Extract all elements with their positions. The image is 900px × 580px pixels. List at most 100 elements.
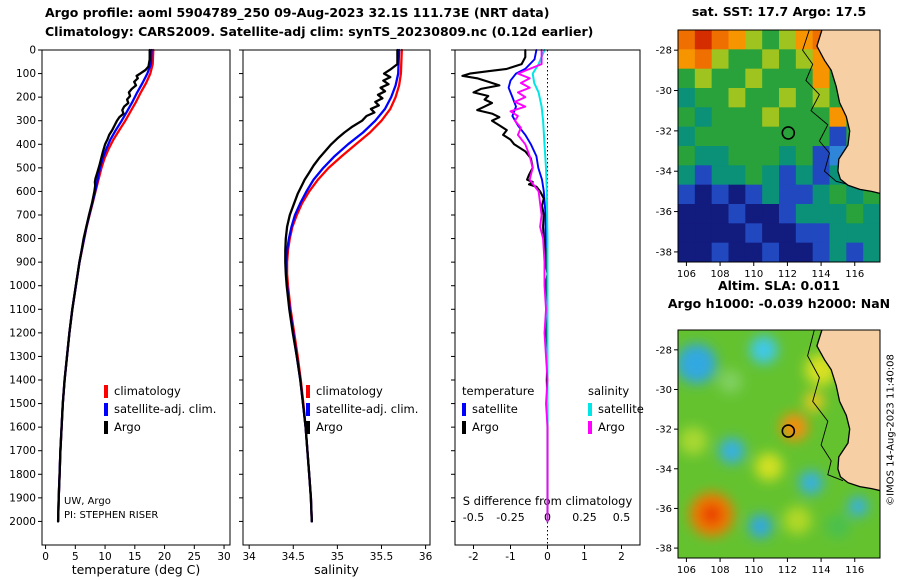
svg-text:1600: 1600 [9, 422, 36, 434]
station-note-line1: UW, Argo [64, 496, 111, 507]
satellite-clim-swatch [104, 402, 108, 416]
legend-entry-s-argo: Argo [588, 420, 625, 434]
svg-text:0: 0 [544, 551, 551, 563]
sst-map-title: sat. SST: 17.7 Argo: 17.5 [691, 4, 867, 19]
legend-label: satellite-adj. clim. [114, 402, 217, 416]
svg-text:-32: -32 [656, 425, 672, 436]
svg-text:-34: -34 [656, 464, 672, 475]
svg-text:116: 116 [845, 565, 864, 576]
svg-text:110: 110 [744, 269, 763, 280]
svg-text:34.5: 34.5 [282, 551, 305, 563]
svg-text:1: 1 [581, 551, 588, 563]
svg-text:1500: 1500 [9, 398, 36, 410]
svg-text:108: 108 [711, 269, 730, 280]
salinity-axis-label: salinity [314, 562, 359, 577]
svg-text:112: 112 [778, 565, 797, 576]
svg-text:-28: -28 [656, 46, 672, 57]
svg-text:10: 10 [98, 551, 111, 563]
temperature-axis-label: temperature (deg C) [71, 562, 201, 577]
argo-swatch [104, 420, 108, 434]
svg-text:-1: -1 [505, 551, 515, 563]
svg-text:0.5: 0.5 [613, 511, 631, 524]
legend-entry-t-satellite: satellite [462, 402, 518, 416]
svg-text:2000: 2000 [9, 516, 36, 528]
svg-text:5: 5 [72, 551, 79, 563]
svg-text:-36: -36 [656, 207, 672, 218]
svg-text:-32: -32 [656, 126, 672, 137]
legend-entry-argo: Argo [104, 420, 141, 434]
svg-text:200: 200 [16, 92, 36, 104]
legend-label: satellite-adj. clim. [316, 402, 419, 416]
svg-text:-38: -38 [656, 544, 672, 555]
satellite-clim-swatch [306, 402, 310, 416]
legend-entry-argo: Argo [306, 420, 343, 434]
legend-label: satellite [598, 402, 644, 416]
svg-text:1800: 1800 [9, 469, 36, 481]
svg-text:-2: -2 [468, 551, 478, 563]
svg-text:300: 300 [16, 115, 36, 127]
svg-text:-28: -28 [656, 345, 672, 356]
svg-text:100: 100 [16, 68, 36, 80]
t-satellite-swatch [462, 402, 466, 416]
svg-text:114: 114 [812, 269, 831, 280]
svg-text:0.25: 0.25 [572, 511, 597, 524]
svg-text:1900: 1900 [9, 492, 36, 504]
imos-credit: ©IMOS 14-Aug-2023 11:40:08 [885, 354, 897, 506]
legend-label: Argo [472, 420, 499, 434]
svg-text:20: 20 [158, 551, 171, 563]
svg-text:1400: 1400 [9, 375, 36, 387]
argo-swatch [306, 420, 310, 434]
legend-entry-s-satellite: satellite [588, 402, 644, 416]
climatology-swatch [306, 384, 310, 398]
svg-text:900: 900 [16, 257, 36, 269]
svg-text:-0.25: -0.25 [496, 511, 524, 524]
legend-entry-satellite-clim: satellite-adj. clim. [306, 402, 418, 416]
legend-label: climatology [316, 384, 383, 398]
svg-text:112: 112 [778, 269, 797, 280]
svg-text:106: 106 [677, 565, 696, 576]
svg-text:114: 114 [812, 565, 831, 576]
s-argo-swatch [588, 420, 592, 434]
svg-text:0: 0 [29, 45, 36, 57]
station-note-line2: PI: STEPHEN RISER [64, 510, 159, 521]
svg-text:1300: 1300 [9, 351, 36, 363]
svg-text:700: 700 [16, 210, 36, 222]
t-argo-swatch [462, 420, 466, 434]
svg-text:1000: 1000 [9, 280, 36, 292]
svg-text:106: 106 [677, 269, 696, 280]
svg-text:36: 36 [419, 551, 433, 563]
main-title-line1: Argo profile: aoml 5904789_250 09-Aug-20… [45, 5, 550, 20]
legend-header-salinity: salinity [588, 384, 630, 398]
svg-text:600: 600 [16, 186, 36, 198]
svg-text:35: 35 [331, 551, 344, 563]
svg-text:35.5: 35.5 [370, 551, 393, 563]
svg-text:108: 108 [711, 565, 730, 576]
svg-text:1700: 1700 [9, 445, 36, 457]
s-satellite-swatch [588, 402, 592, 416]
legend-label: Argo [114, 420, 141, 434]
sla-map-title-line1: Altim. SLA: 0.011 [717, 278, 841, 293]
svg-text:2: 2 [618, 551, 625, 563]
svg-text:34: 34 [242, 551, 256, 563]
legend-entry-climatology: climatology [306, 384, 383, 398]
svg-text:500: 500 [16, 162, 36, 174]
svg-text:-30: -30 [656, 86, 672, 97]
svg-text:110: 110 [744, 565, 763, 576]
svg-text:30: 30 [217, 551, 230, 563]
main-title-line2: Climatology: CARS2009. Satellite-adj cli… [45, 24, 594, 39]
svg-text:-38: -38 [656, 247, 672, 258]
svg-text:-0.5: -0.5 [463, 511, 484, 524]
legend-label: climatology [114, 384, 181, 398]
svg-text:15: 15 [128, 551, 141, 563]
legend-label: satellite [472, 402, 518, 416]
svg-text:1200: 1200 [9, 327, 36, 339]
svg-text:25: 25 [188, 551, 201, 563]
svg-text:800: 800 [16, 233, 36, 245]
legend-entry-t-argo: Argo [462, 420, 499, 434]
legend-entry-climatology: climatology [104, 384, 181, 398]
legend-header-temperature: temperature [462, 384, 535, 398]
svg-text:-30: -30 [656, 385, 672, 396]
climatology-swatch [104, 384, 108, 398]
